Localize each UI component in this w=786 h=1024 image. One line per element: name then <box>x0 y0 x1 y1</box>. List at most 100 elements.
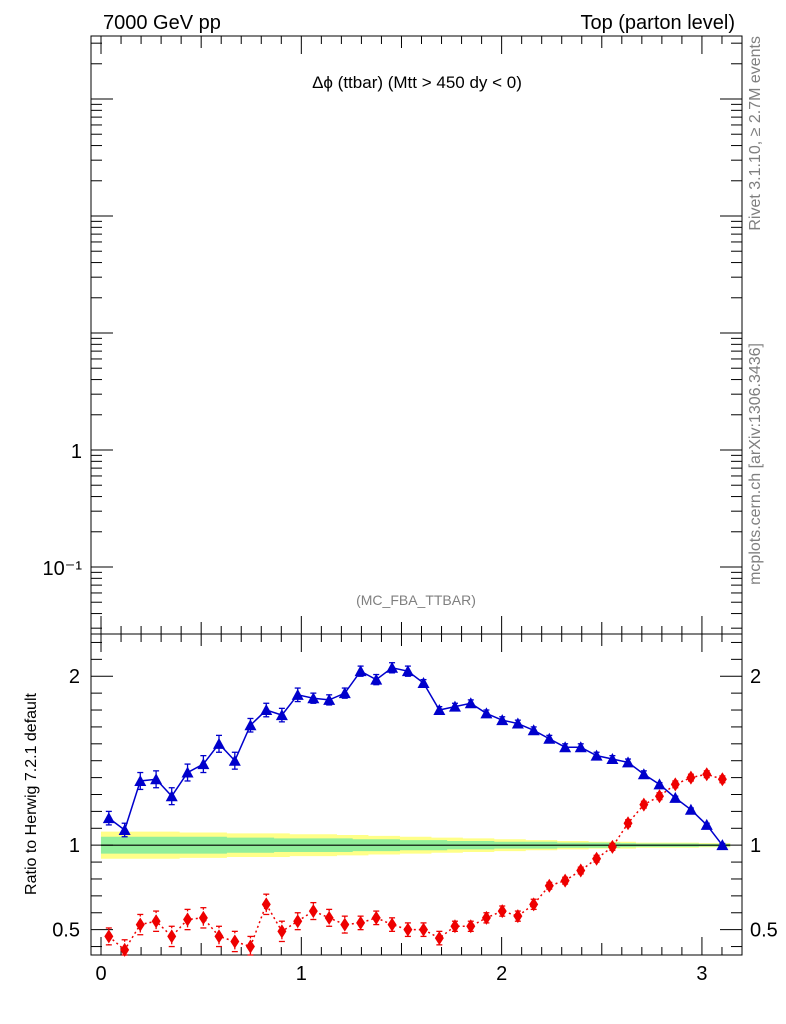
data-point-diamond <box>356 915 366 930</box>
data-point-diamond <box>198 910 208 925</box>
series-triangle-line <box>108 666 723 846</box>
data-point-diamond <box>497 904 507 919</box>
data-point-diamond <box>544 878 554 893</box>
ratio-uncertainty-band <box>100 831 731 859</box>
data-point-triangle <box>338 687 351 699</box>
data-point-diamond <box>324 910 334 925</box>
data-point-diamond <box>592 851 602 866</box>
main-y-tick-label-1: 1 <box>71 441 82 463</box>
data-point-triangle <box>606 753 619 765</box>
x-tick-label: 0 <box>95 963 106 985</box>
data-point-diamond <box>104 929 114 944</box>
mcplots-label: mcplots.cern.ch [arXiv:1306.3436] <box>747 343 764 585</box>
x-tick-label: 2 <box>496 963 507 985</box>
data-point-diamond <box>466 919 476 934</box>
ratio-panel-ticks <box>91 634 742 955</box>
watermark: (MC_FBA_TTBAR) <box>356 592 476 608</box>
data-point-triangle <box>260 704 273 716</box>
data-point-triangle <box>559 741 572 753</box>
data-point-triangle <box>212 737 225 749</box>
data-point-triangle <box>496 714 509 726</box>
main-y-tick-label-0.1: 10⁻¹ <box>43 558 83 580</box>
main-panel-frame <box>90 35 743 635</box>
ratio-y-tick-label: 1 <box>69 835 80 857</box>
main-panel-ticks <box>91 36 742 634</box>
data-point-diamond <box>450 919 460 934</box>
data-point-triangle <box>354 665 367 677</box>
data-point-diamond <box>151 914 161 929</box>
data-point-diamond <box>607 839 617 854</box>
header-left: 7000 GeV pp <box>103 12 221 34</box>
ratio-y-tick-label-right: 0.5 <box>750 920 778 942</box>
data-point-triangle <box>102 812 115 824</box>
data-point-triangle <box>448 700 461 712</box>
data-point-triangle <box>291 688 304 700</box>
data-point-diamond <box>576 863 586 878</box>
data-point-triangle <box>700 818 713 830</box>
data-point-triangle <box>150 773 163 785</box>
data-point-diamond <box>120 942 130 957</box>
data-point-triangle <box>464 697 477 709</box>
data-point-triangle <box>637 768 650 780</box>
data-point-diamond <box>513 909 523 924</box>
ratio-tick-labels: 0.5 0.5 1 1 2 2 0 1 2 3 <box>52 666 778 985</box>
data-point-triangle <box>527 724 540 736</box>
data-point-diamond <box>434 931 444 946</box>
rivet-label: Rivet 3.1.10, ≥ 2.7M events <box>747 36 764 231</box>
data-point-diamond <box>308 904 318 919</box>
data-point-triangle <box>370 673 383 685</box>
data-point-diamond <box>419 922 429 937</box>
data-point-triangle <box>543 732 556 744</box>
data-point-diamond <box>135 917 145 932</box>
data-point-diamond <box>371 910 381 925</box>
data-point-diamond <box>214 929 224 944</box>
data-point-triangle <box>181 766 194 778</box>
data-point-triangle <box>401 665 414 677</box>
data-point-diamond <box>670 777 680 792</box>
ratio-y-axis-label: Ratio to Herwig 7.2.1 default <box>23 693 40 895</box>
data-point-diamond <box>639 797 649 812</box>
data-point-diamond <box>623 816 633 831</box>
data-point-triangle <box>480 707 493 719</box>
data-point-triangle <box>417 676 430 688</box>
data-point-diamond <box>293 914 303 929</box>
data-point-triangle <box>228 754 241 766</box>
data-point-triangle <box>716 839 729 851</box>
data-point-diamond <box>230 934 240 949</box>
data-point-diamond <box>261 897 271 912</box>
data-point-diamond <box>387 917 397 932</box>
data-point-diamond <box>245 939 255 954</box>
data-point-triangle <box>684 803 697 815</box>
data-point-diamond <box>654 789 664 804</box>
data-point-triangle <box>244 719 257 731</box>
header-right: Top (parton level) <box>580 12 735 34</box>
data-point-triangle <box>323 693 336 705</box>
x-tick-label: 1 <box>296 963 307 985</box>
data-point-triangle <box>669 791 682 803</box>
data-point-diamond <box>167 929 177 944</box>
data-point-triangle <box>622 756 635 768</box>
data-point-triangle <box>307 692 320 704</box>
data-point-triangle <box>275 709 288 721</box>
data-point-triangle <box>134 774 147 786</box>
data-point-diamond <box>403 922 413 937</box>
ratio-series-group <box>102 661 729 957</box>
ratio-y-tick-label-right: 1 <box>750 835 761 857</box>
data-point-diamond <box>686 770 696 785</box>
data-point-diamond <box>717 772 727 787</box>
data-point-triangle <box>433 704 446 716</box>
data-point-diamond <box>183 912 193 927</box>
data-point-triangle <box>653 778 666 790</box>
data-point-diamond <box>702 767 712 782</box>
data-point-diamond <box>481 910 491 925</box>
data-point-triangle <box>165 790 178 802</box>
data-point-diamond <box>277 924 287 939</box>
ratio-y-tick-label-right: 2 <box>750 666 761 688</box>
data-point-triangle <box>511 717 524 729</box>
data-point-triangle <box>590 749 603 761</box>
x-tick-label: 3 <box>696 963 707 985</box>
ratio-y-tick-label: 2 <box>69 666 80 688</box>
data-point-diamond <box>340 917 350 932</box>
data-point-diamond <box>560 873 570 888</box>
